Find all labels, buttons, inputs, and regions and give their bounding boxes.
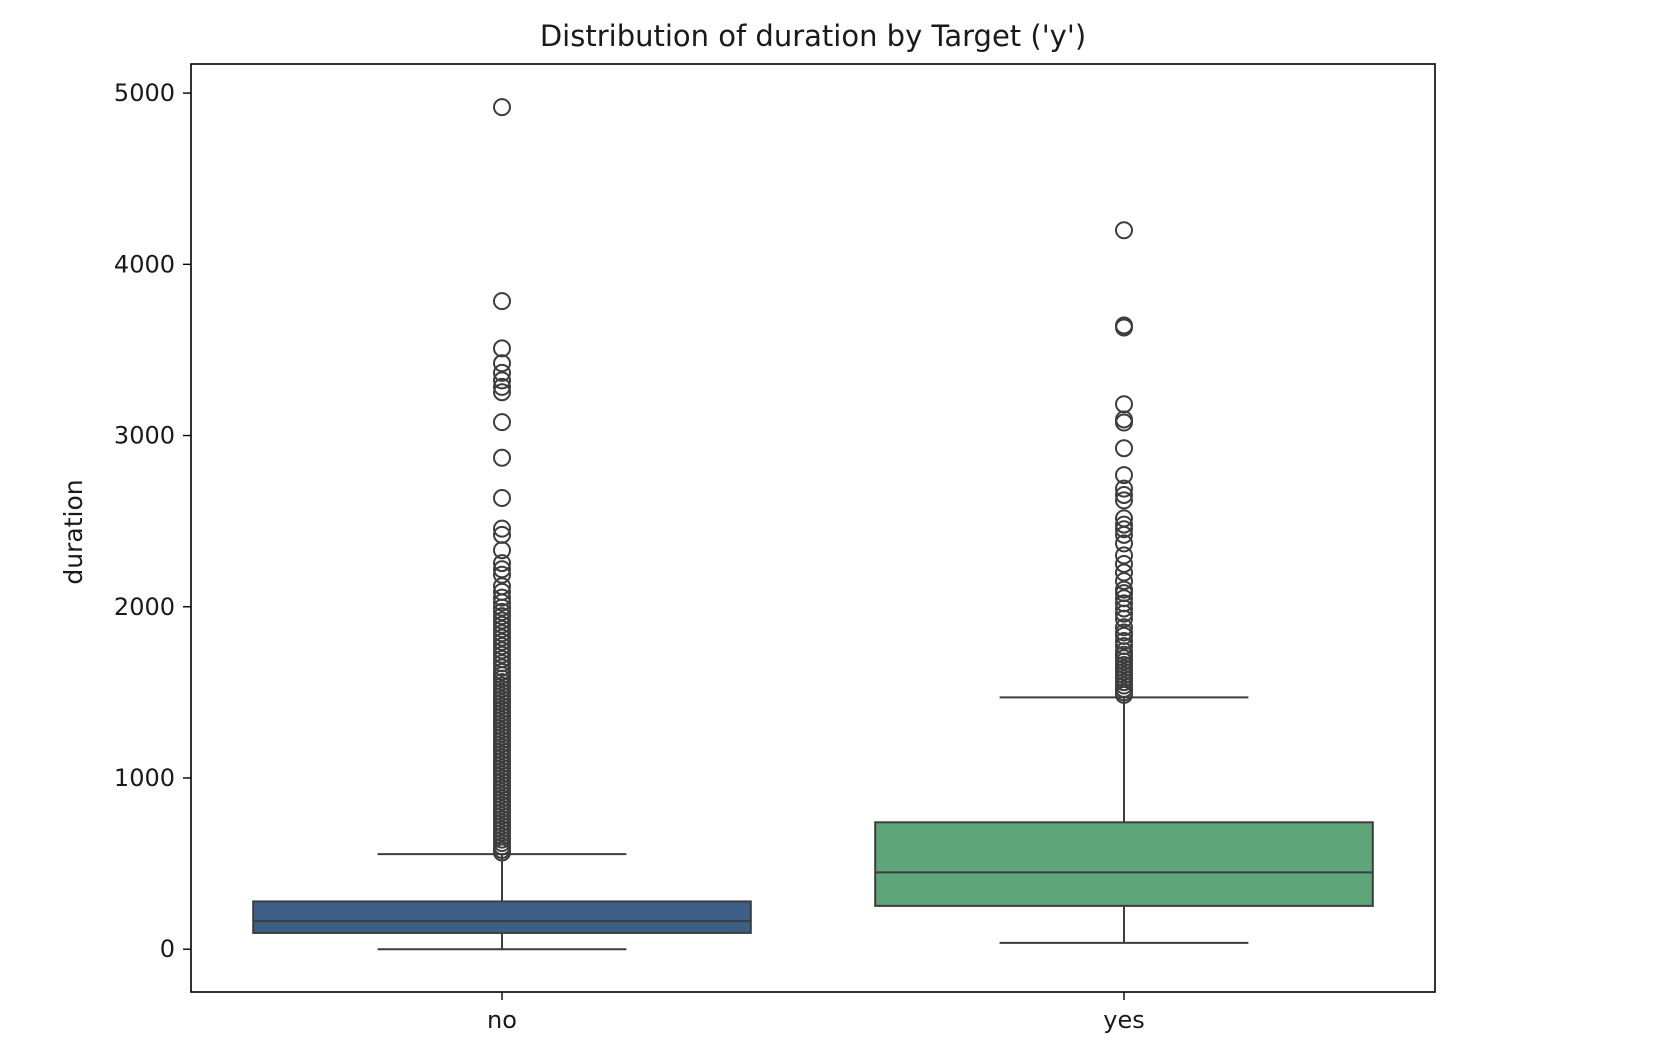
box-yes [874, 221, 1374, 944]
outlier-point [1115, 685, 1133, 704]
outlier-point [1115, 479, 1133, 498]
outlier-point [1115, 554, 1133, 573]
outlier-point [493, 632, 511, 651]
outlier-point [493, 448, 511, 467]
outlier-point [493, 658, 511, 677]
outlier-point [1115, 413, 1133, 432]
x-tick-label: no [487, 1006, 517, 1034]
outlier-point [1115, 572, 1133, 591]
outlier-point [493, 602, 511, 621]
outlier-point [1115, 632, 1133, 651]
outlier-point [493, 593, 511, 612]
y-tick-label: 2000 [114, 593, 175, 621]
outlier-point [493, 641, 511, 660]
outlier-point [493, 377, 511, 396]
outlier-point [493, 620, 511, 639]
outlier-point [493, 628, 511, 647]
outlier-point [1115, 525, 1133, 544]
outlier-point [493, 413, 511, 432]
iqr-box [874, 821, 1374, 907]
y-tick-label: 0 [160, 935, 175, 963]
outlier-point [493, 637, 511, 656]
outlier-point [493, 541, 511, 560]
outlier-point [493, 607, 511, 626]
outlier-point [493, 565, 511, 584]
outlier-point [1115, 491, 1133, 510]
y-axis-label: duration [59, 479, 88, 584]
outlier-point [493, 354, 511, 373]
outlier-point [1115, 395, 1133, 414]
outlier-point [493, 611, 511, 630]
outlier-point [1115, 604, 1133, 623]
outlier-point [493, 363, 511, 382]
outlier-point [493, 489, 511, 508]
x-tick-label: yes [1103, 1006, 1144, 1034]
outlier-point [493, 519, 511, 538]
chart-title: Distribution of duration by Target ('y') [540, 19, 1086, 53]
outlier-point [493, 339, 511, 358]
outlier-point [1115, 485, 1133, 504]
outlier-point [1115, 599, 1133, 618]
outlier-point [1115, 534, 1133, 553]
outlier-point [493, 554, 511, 573]
y-tick-label: 3000 [114, 422, 175, 450]
outlier-point [1115, 563, 1133, 582]
outlier-point [493, 645, 511, 664]
outlier-point [1115, 439, 1133, 458]
outlier-point [1115, 515, 1133, 534]
outlier-point [493, 615, 511, 634]
plot-area [252, 98, 1374, 951]
outlier-point [493, 624, 511, 643]
box-no [252, 98, 752, 951]
y-tick-label: 1000 [114, 764, 175, 792]
outlier-point [493, 292, 511, 311]
outlier-point [1115, 618, 1133, 637]
outlier-point [1115, 466, 1133, 485]
outlier-point [1115, 520, 1133, 539]
y-tick-label: 4000 [114, 250, 175, 278]
outlier-point [493, 598, 511, 617]
outlier-point [493, 98, 511, 117]
y-tick-label: 5000 [114, 79, 175, 107]
outlier-point [493, 588, 511, 607]
iqr-box [252, 900, 752, 934]
outlier-point [493, 843, 511, 862]
plot-frame [190, 63, 1436, 993]
outlier-point [1115, 318, 1133, 337]
outlier-point [1115, 221, 1133, 240]
outlier-point [493, 371, 511, 390]
outlier-point [1115, 609, 1133, 628]
outlier-point [1115, 546, 1133, 565]
outlier-point [493, 383, 511, 402]
